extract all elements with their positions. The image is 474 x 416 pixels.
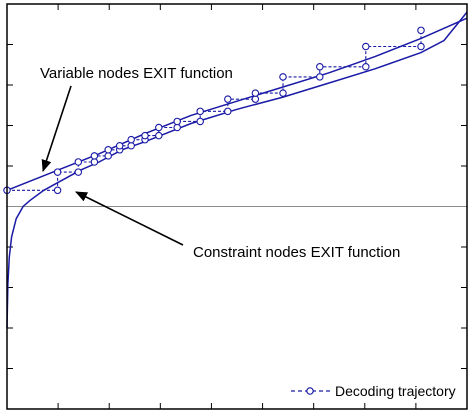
trajectory-point [74,158,83,166]
legend-label: Decoding trajectory [335,383,456,399]
trajectory-point [127,142,135,150]
trajectory-point [74,168,83,176]
trajectory-point [316,63,324,71]
trajectory-point [104,146,112,154]
trajectory-point [362,63,370,71]
trajectory-point [104,152,112,160]
trajectory-point [251,95,260,103]
trajectory-point [251,89,260,97]
variable-nodes-exit-curve [6,17,468,191]
variable-nodes-arrow [41,85,72,172]
trajectory-point [173,117,181,126]
trajectory-point [53,186,62,195]
trajectory-point [90,158,99,166]
constraint-nodes-arrow [75,191,184,246]
trajectory-point [173,123,181,132]
trajectory-point [362,42,370,51]
trajectory-point [417,26,425,35]
trajectory-point [53,168,62,176]
trajectory-point [279,73,287,81]
trajectory-point [196,117,204,126]
trajectory-point [224,107,232,116]
legend-swatch-marker [306,387,314,395]
variable-nodes-annotation: Variable nodes EXIT function [40,65,233,82]
trajectory-point [90,152,99,160]
series-layer [3,11,468,329]
plot-frame [6,3,468,410]
trajectory-point [224,95,232,103]
trajectory-point [417,42,425,51]
trajectory-point [196,107,204,116]
axis-ticks [6,3,468,410]
legend: Decoding trajectory [291,383,456,399]
trajectory-point [155,123,163,132]
trajectory-point [141,131,149,140]
trajectory-point [115,142,124,150]
trajectory-point [316,73,324,81]
trajectory-point [155,131,163,140]
trajectory-point [127,135,135,144]
constraint-nodes-annotation: Constraint nodes EXIT function [193,244,400,261]
trajectory-point [279,89,287,97]
constraint-nodes-exit-curve [6,11,468,329]
